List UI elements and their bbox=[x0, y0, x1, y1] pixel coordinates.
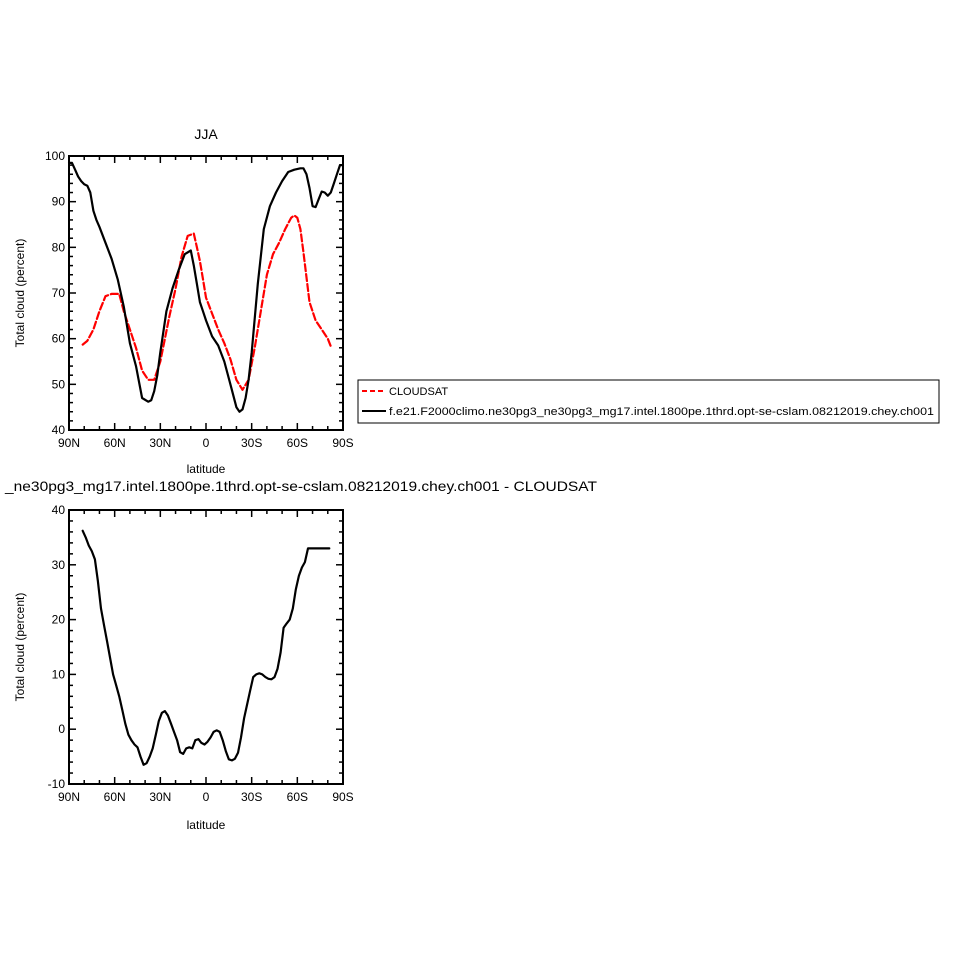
x-tick-label: 0 bbox=[203, 790, 210, 804]
y-tick-label: 70 bbox=[52, 286, 66, 300]
y-tick-label: 20 bbox=[52, 613, 66, 627]
x-tick-label: 60N bbox=[104, 790, 126, 804]
x-axis-label: latitude bbox=[187, 818, 226, 832]
legend-box bbox=[357, 379, 940, 424]
y-tick-label: 50 bbox=[52, 377, 66, 391]
chart-title: JJA bbox=[194, 126, 218, 142]
top-series-line-1 bbox=[67, 161, 345, 413]
top-series-line-0 bbox=[81, 214, 332, 391]
x-tick-label: 30N bbox=[149, 436, 171, 450]
x-tick-label: 30S bbox=[241, 790, 262, 804]
x-tick-label: 60N bbox=[104, 436, 126, 450]
difference-chart-title: _ne30pg3_mg17.intel.1800pe.1thrd.opt-se-… bbox=[4, 478, 598, 494]
y-tick-label: 40 bbox=[52, 503, 66, 517]
top-plot-frame bbox=[68, 155, 344, 431]
x-tick-label: 60S bbox=[287, 436, 308, 450]
y-axis-label: Total cloud (percent) bbox=[13, 239, 27, 348]
x-tick-label: 90N bbox=[58, 436, 80, 450]
x-tick-label: 90S bbox=[332, 790, 353, 804]
legend: CLOUDSAT f.e21.F2000climo.ne30pg3_ne30pg… bbox=[357, 379, 940, 424]
x-tick-label: 90N bbox=[58, 790, 80, 804]
y-tick-label: 40 bbox=[52, 423, 66, 437]
bottom-axes-ticks: 90N 60N 30N 0 30S 60S 90S -10 0 10 20 30 40 bbox=[48, 503, 354, 804]
y-axis-label: Total cloud (percent) bbox=[13, 593, 27, 702]
legend-label-cloudsat: CLOUDSAT bbox=[389, 386, 448, 398]
y-tick-label: 80 bbox=[52, 240, 66, 254]
x-tick-label: 60S bbox=[287, 790, 308, 804]
x-tick-label: 30N bbox=[149, 790, 171, 804]
x-tick-label: 0 bbox=[203, 436, 210, 450]
top-panel: JJA 90N 60N 30N 0 30S 60S 90S 40 50 60 70 80 90 100 l… bbox=[13, 126, 940, 476]
bottom-series-line-0 bbox=[81, 529, 331, 766]
y-tick-label: 10 bbox=[52, 667, 66, 681]
bottom-plot-frame bbox=[68, 509, 344, 785]
y-tick-label: 100 bbox=[45, 149, 65, 163]
top-series-lines bbox=[67, 161, 345, 413]
y-tick-label: 0 bbox=[58, 722, 65, 736]
x-axis-label: latitude bbox=[187, 462, 226, 476]
y-tick-label: 60 bbox=[52, 332, 66, 346]
legend-label-model: f.e21.F2000climo.ne30pg3_ne30pg3_mg17.in… bbox=[389, 406, 934, 418]
y-tick-label: 90 bbox=[52, 195, 66, 209]
bottom-series-lines bbox=[81, 529, 331, 766]
y-tick-label: -10 bbox=[48, 777, 66, 791]
y-tick-label: 30 bbox=[52, 558, 66, 572]
x-tick-label: 90S bbox=[332, 436, 353, 450]
x-tick-label: 30S bbox=[241, 436, 262, 450]
bottom-panel: _ne30pg3_mg17.intel.1800pe.1thrd.opt-se-… bbox=[4, 478, 598, 832]
